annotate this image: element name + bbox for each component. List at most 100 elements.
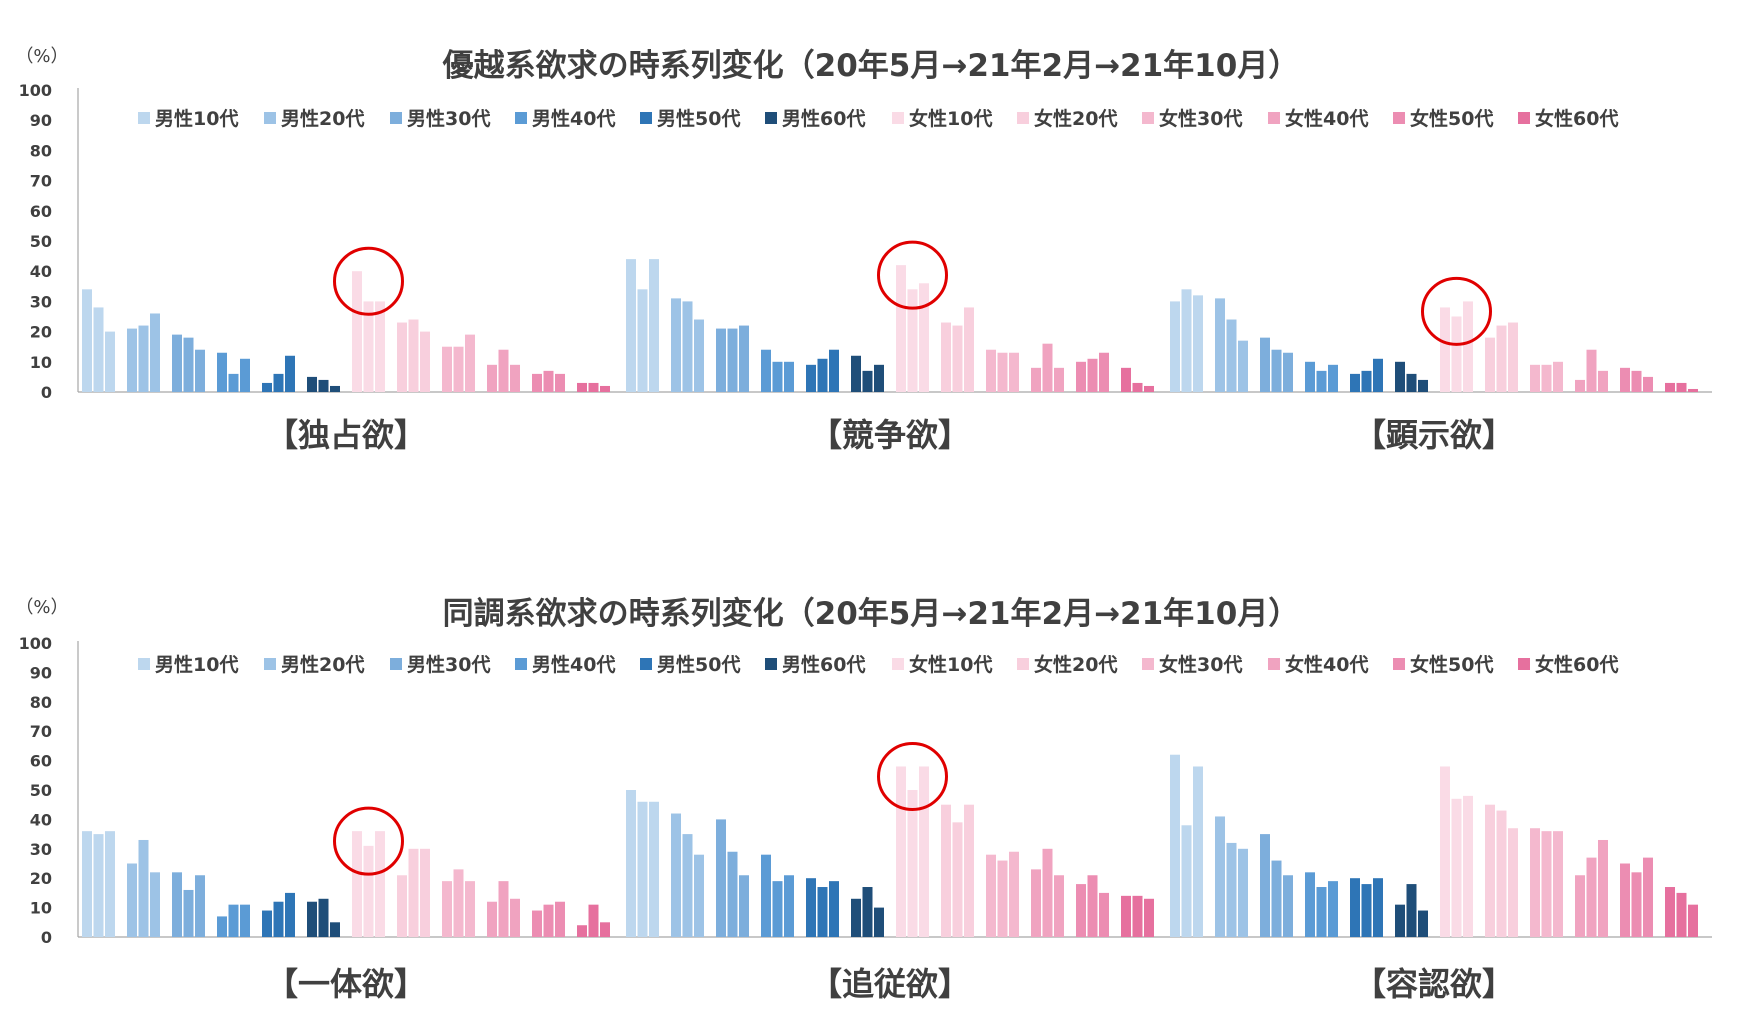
group-label: 【独占欲】 [266, 416, 426, 454]
legend-swatch [264, 658, 276, 670]
legend-swatch [892, 658, 904, 670]
y-tick-label: 90 [30, 663, 52, 682]
bar [1373, 358, 1383, 392]
bar [1406, 884, 1417, 937]
bar [1054, 367, 1064, 392]
bar [1215, 298, 1225, 392]
bar [941, 804, 951, 937]
bar [1271, 349, 1282, 392]
group-label: 【顕示欲】 [1354, 416, 1514, 454]
bar [874, 364, 884, 392]
bar [1328, 364, 1338, 392]
bar [1373, 878, 1383, 937]
bar [1238, 848, 1248, 937]
bar [1463, 301, 1473, 392]
bar [694, 854, 704, 937]
bar [637, 289, 648, 392]
bar [1350, 373, 1360, 392]
bar [1181, 289, 1192, 392]
bar [532, 373, 542, 392]
bar [1418, 910, 1428, 937]
bar [1305, 361, 1315, 392]
bar [964, 307, 974, 392]
legend-label: 男性50代 [657, 107, 740, 130]
legend-swatch [892, 112, 904, 124]
bar [1676, 382, 1687, 392]
bar [138, 839, 149, 937]
legend-swatch [390, 658, 402, 670]
y-tick-label: 40 [30, 810, 52, 829]
bar [1406, 373, 1417, 392]
legend-label: 女性60代 [1535, 107, 1618, 130]
legend-label: 男性50代 [657, 653, 740, 676]
legend-swatch [1268, 112, 1280, 124]
bar [862, 887, 873, 937]
legend-swatch [390, 112, 402, 124]
y-tick-label: 40 [30, 262, 52, 281]
bar [919, 283, 929, 392]
bar [1099, 892, 1109, 937]
bar [318, 379, 329, 392]
bar [195, 349, 205, 392]
bar [907, 289, 918, 392]
bar [1042, 848, 1053, 937]
bar [1553, 361, 1563, 392]
bar [626, 259, 636, 392]
y-tick-label: 0 [41, 383, 52, 402]
legend-swatch [1518, 112, 1530, 124]
bar [138, 325, 149, 392]
highlight-circle [1421, 276, 1492, 346]
y-tick-label: 90 [30, 111, 52, 130]
bar [93, 834, 104, 937]
y-tick-label: 60 [30, 202, 52, 221]
legend-swatch [1393, 658, 1405, 670]
bar [1009, 851, 1019, 937]
bar [727, 328, 738, 392]
bar [1170, 754, 1180, 937]
bar [510, 364, 520, 392]
group-label: 【容認欲】 [1354, 965, 1514, 1003]
bar [896, 265, 906, 392]
bar [498, 349, 509, 392]
bar [1361, 370, 1372, 392]
bar [739, 875, 749, 937]
bar [626, 790, 636, 937]
bar [1598, 839, 1608, 937]
bar [1688, 388, 1698, 392]
bar [498, 881, 509, 937]
y-tick-label: 20 [30, 323, 52, 342]
legend-label: 女性20代 [1034, 107, 1117, 130]
highlight-circle [333, 246, 404, 316]
bar [772, 361, 783, 392]
legend-swatch [264, 112, 276, 124]
bar [952, 822, 963, 937]
legend-label: 男性20代 [281, 653, 364, 676]
bar [1575, 379, 1585, 392]
y-tick-label: 0 [41, 928, 52, 947]
group-label: 【追従欲】 [810, 965, 970, 1003]
legend-label: 男性20代 [281, 107, 364, 130]
bar [896, 766, 906, 937]
bar [352, 831, 362, 937]
bar [1631, 370, 1642, 392]
bar [1031, 367, 1041, 392]
bar [1586, 349, 1597, 392]
bar [727, 851, 738, 937]
bar [772, 881, 783, 937]
bar [1305, 872, 1315, 937]
bar [543, 904, 554, 937]
bar [555, 901, 565, 937]
bar [829, 349, 839, 392]
bar [817, 887, 828, 937]
bar [694, 319, 704, 392]
legend-swatch [1142, 658, 1154, 670]
bar [1643, 376, 1653, 392]
bar [82, 289, 92, 392]
bar [285, 355, 295, 392]
legend-label: 男性40代 [532, 653, 615, 676]
bar [453, 346, 464, 392]
legend-swatch [1017, 658, 1029, 670]
y-tick-label: 30 [30, 840, 52, 859]
bar [1485, 337, 1495, 392]
y-tick-label: 10 [30, 353, 52, 372]
